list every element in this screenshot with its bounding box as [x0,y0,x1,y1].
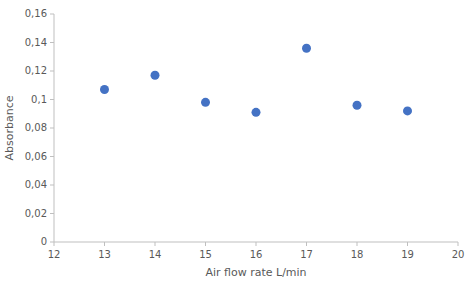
tick-label: 0,06 [25,151,47,162]
tick-label: 0,04 [25,179,47,190]
point [201,98,210,107]
point [353,101,362,110]
tick-mark [407,242,408,246]
tick-mark [104,242,105,246]
y-axis: 0 0,02 0,04 0,06 0,08 0,1 0,12 0,14 0,16 [25,8,54,247]
tick-mark [54,242,55,246]
tick-label: 0,08 [25,122,47,133]
point [302,44,311,53]
tick-mark [50,71,54,72]
tick-mark [205,242,206,246]
tick-label: 0,02 [25,208,47,219]
x-axis-label: Air flow rate L/min [205,266,306,279]
points [100,44,412,117]
tick-label: 14 [149,249,162,260]
tick-mark [50,185,54,186]
point [151,71,160,80]
tick-label: 18 [351,249,364,260]
tick-label: 15 [199,249,212,260]
tick-label: 20 [452,249,465,260]
tick-label: 0,12 [25,65,47,76]
tick-mark [50,213,54,214]
tick-mark [50,99,54,100]
tick-mark [155,242,156,246]
tick-label: 0 [41,236,47,247]
tick-mark [50,128,54,129]
tick-mark [458,242,459,246]
point [100,85,109,94]
tick-mark [50,42,54,43]
y-axis-label: Absorbance [3,95,16,160]
tick-mark [256,242,257,246]
tick-label: 13 [98,249,111,260]
tick-label: 16 [250,249,263,260]
tick-label: 0,16 [25,8,47,19]
tick-mark [50,14,54,15]
tick-mark [306,242,307,246]
x-axis-line [54,242,458,243]
x-axis: 12 13 14 15 16 17 18 19 20 [48,242,465,260]
tick-mark [50,242,54,243]
point [403,106,412,115]
y-axis-line [54,14,55,242]
tick-label: 0,14 [25,37,47,48]
tick-mark [50,156,54,157]
tick-label: 17 [300,249,313,260]
tick-label: 0,1 [31,94,47,105]
chart: 0 0,02 0,04 0,06 0,08 0,1 0,12 0,14 0,16 12 13 14 15… [0,0,474,284]
tick-label: 19 [401,249,414,260]
tick-label: 12 [48,249,61,260]
point [252,108,261,117]
tick-mark [357,242,358,246]
